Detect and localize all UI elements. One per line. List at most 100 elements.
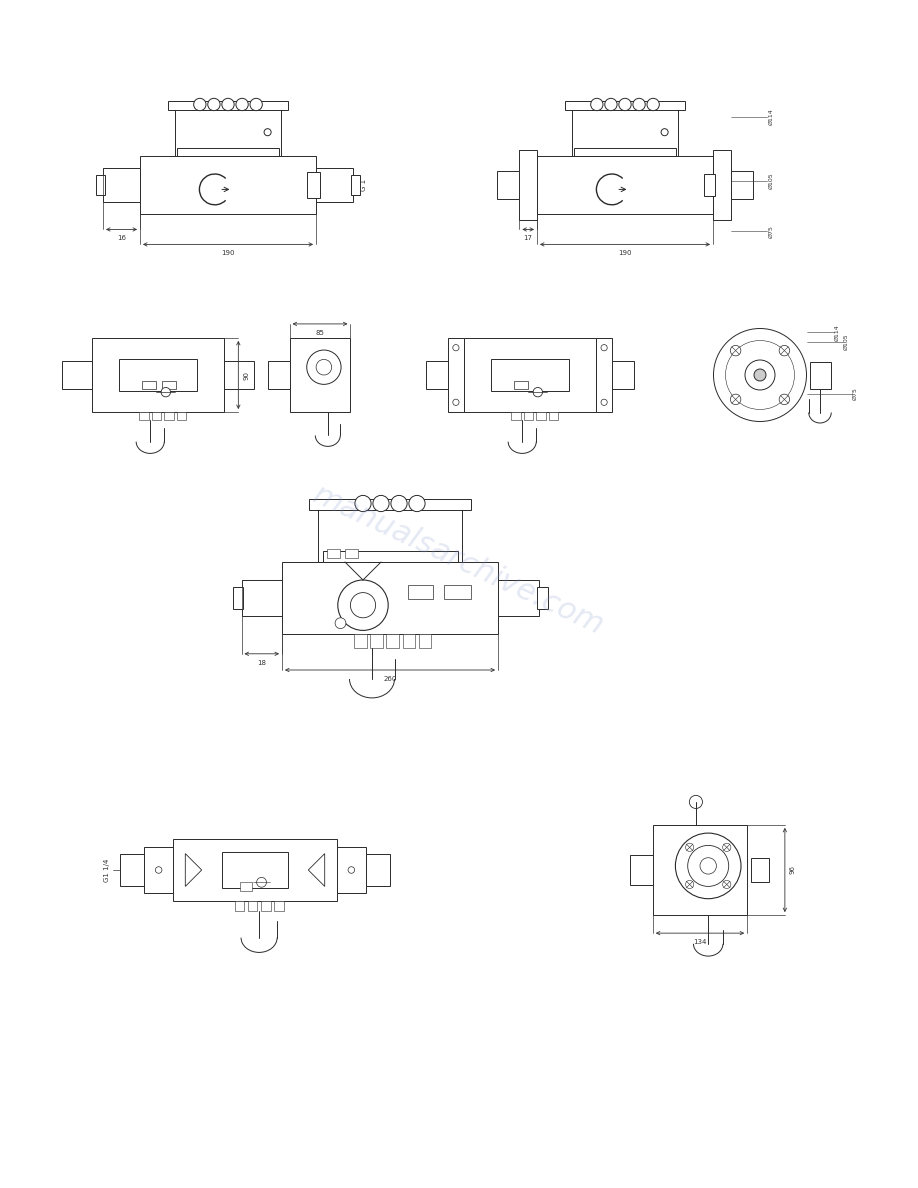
Bar xyxy=(318,508,462,562)
Circle shape xyxy=(722,880,731,889)
Bar xyxy=(464,337,597,412)
Bar xyxy=(96,176,105,195)
Bar xyxy=(173,839,337,901)
Bar xyxy=(168,101,288,109)
Circle shape xyxy=(601,345,607,350)
Bar xyxy=(274,901,284,910)
Bar xyxy=(103,169,140,202)
Bar xyxy=(62,361,92,388)
Bar xyxy=(142,381,156,388)
Bar xyxy=(704,175,715,196)
Bar xyxy=(630,855,653,885)
Bar xyxy=(498,580,539,617)
Text: 96: 96 xyxy=(789,866,796,874)
Circle shape xyxy=(391,495,407,512)
Bar xyxy=(713,150,731,220)
Bar xyxy=(119,360,197,391)
Bar xyxy=(177,412,186,419)
Circle shape xyxy=(155,867,162,873)
Circle shape xyxy=(700,858,716,874)
Text: manualsarchive.com: manualsarchive.com xyxy=(308,480,610,640)
Circle shape xyxy=(250,99,263,110)
Text: 260: 260 xyxy=(384,676,397,682)
Circle shape xyxy=(236,99,248,110)
Bar xyxy=(327,549,340,558)
Text: G 1: G 1 xyxy=(361,179,366,191)
Circle shape xyxy=(162,387,171,397)
Bar xyxy=(175,108,281,157)
Bar xyxy=(354,634,366,649)
Circle shape xyxy=(453,399,459,405)
Bar xyxy=(177,147,278,157)
Bar xyxy=(322,551,457,562)
Circle shape xyxy=(355,495,371,512)
Circle shape xyxy=(222,99,234,110)
Circle shape xyxy=(676,833,741,898)
Circle shape xyxy=(207,99,220,110)
Circle shape xyxy=(307,350,341,385)
Bar xyxy=(572,108,677,157)
Circle shape xyxy=(619,99,632,110)
Circle shape xyxy=(257,878,266,887)
Bar xyxy=(345,549,358,558)
Bar xyxy=(524,412,533,419)
Text: 16: 16 xyxy=(117,235,126,241)
Polygon shape xyxy=(185,854,202,886)
Bar xyxy=(511,412,521,419)
Circle shape xyxy=(779,346,789,356)
Text: 190: 190 xyxy=(618,251,632,257)
Bar xyxy=(232,587,243,608)
Bar xyxy=(140,412,149,419)
Bar xyxy=(811,361,832,388)
Bar xyxy=(316,169,353,202)
Circle shape xyxy=(688,846,729,886)
Circle shape xyxy=(533,387,543,397)
Bar xyxy=(491,360,569,391)
Text: Ø105: Ø105 xyxy=(844,334,849,350)
Circle shape xyxy=(661,128,668,135)
Text: 90: 90 xyxy=(243,371,250,379)
Bar xyxy=(151,412,162,419)
Bar xyxy=(370,634,383,649)
Bar xyxy=(241,580,282,617)
Bar xyxy=(536,412,545,419)
Circle shape xyxy=(453,345,459,350)
Bar xyxy=(448,337,464,412)
Circle shape xyxy=(264,128,271,135)
Bar xyxy=(597,337,612,412)
Bar xyxy=(234,901,244,910)
Text: Ø114: Ø114 xyxy=(768,108,773,125)
Bar xyxy=(575,147,676,157)
Circle shape xyxy=(731,394,741,405)
Bar xyxy=(612,361,633,388)
Text: 134: 134 xyxy=(693,940,707,946)
Bar xyxy=(282,562,498,634)
Circle shape xyxy=(647,99,659,110)
Bar xyxy=(731,171,753,200)
Text: Ø105: Ø105 xyxy=(768,172,773,189)
Bar xyxy=(337,847,365,892)
Circle shape xyxy=(373,495,389,512)
Circle shape xyxy=(348,867,354,873)
Bar xyxy=(164,412,174,419)
Bar xyxy=(92,337,224,412)
Circle shape xyxy=(731,346,741,356)
Circle shape xyxy=(633,99,645,110)
Bar xyxy=(537,157,713,214)
Bar xyxy=(403,634,415,649)
Bar xyxy=(224,361,254,388)
Circle shape xyxy=(713,329,807,422)
Bar xyxy=(751,858,769,883)
Bar xyxy=(549,412,558,419)
Circle shape xyxy=(722,843,731,852)
Bar xyxy=(222,852,288,889)
Circle shape xyxy=(335,618,346,628)
Bar xyxy=(268,361,289,388)
Circle shape xyxy=(194,99,206,110)
Bar xyxy=(309,499,471,510)
Circle shape xyxy=(686,880,694,889)
Circle shape xyxy=(338,580,388,631)
Bar xyxy=(498,171,520,200)
Bar xyxy=(537,587,547,608)
Polygon shape xyxy=(308,854,325,886)
